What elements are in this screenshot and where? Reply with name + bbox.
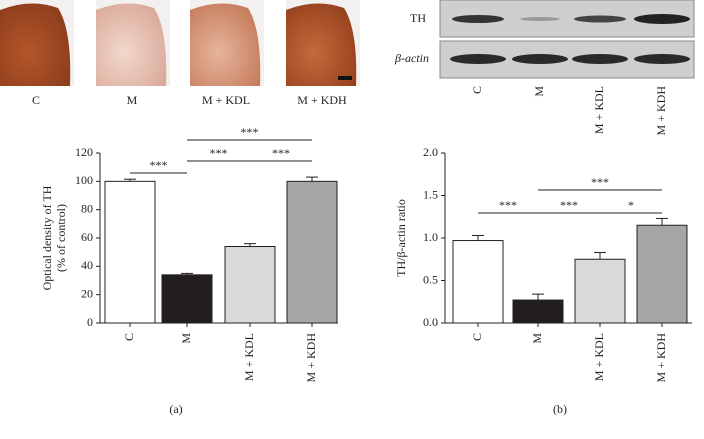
lane-label: M + KDH	[654, 86, 668, 136]
x-tick-label: M + KDH	[304, 333, 318, 383]
x-tick-label: M + KDH	[654, 333, 668, 383]
x-tick-label: M + KDL	[592, 333, 606, 381]
y-tick-label: 100	[75, 173, 93, 187]
blot-row-label: TH	[410, 11, 426, 25]
scale-bar	[338, 76, 352, 80]
y-tick-label: 60	[81, 230, 93, 244]
lane-label: C	[470, 86, 484, 94]
tissue	[190, 3, 261, 87]
y-axis-label: Optical density of TH	[40, 185, 54, 290]
bar	[286, 180, 338, 324]
x-tick-label: M	[179, 333, 193, 344]
y-axis-label: TH/β-actin ratio	[394, 199, 408, 277]
significance-label: ***	[210, 146, 228, 160]
lane-label: M + KDL	[592, 86, 606, 134]
panel-label: (b)	[553, 402, 567, 416]
image-label: M + KDL	[202, 93, 250, 107]
bar	[104, 180, 156, 324]
image-label: M + KDH	[297, 93, 347, 107]
tissue	[0, 3, 71, 87]
y-tick-label: 0.0	[423, 315, 438, 329]
y-tick-label: 120	[75, 145, 93, 159]
significance-label: *	[628, 198, 634, 212]
x-tick-label: C	[470, 333, 484, 341]
y-tick-label: 0.5	[423, 272, 438, 286]
tissue-images	[0, 0, 360, 87]
band	[512, 54, 568, 64]
lane-label: M	[532, 86, 546, 97]
tissue	[286, 3, 357, 87]
significance-label: ***	[499, 198, 517, 212]
tissue	[96, 3, 167, 87]
band	[634, 54, 690, 64]
band	[572, 54, 628, 64]
band	[520, 17, 560, 21]
panel-label: (a)	[169, 402, 182, 416]
y-tick-label: 2.0	[423, 145, 438, 159]
band	[574, 15, 626, 23]
significance-label: ***	[272, 146, 290, 160]
x-tick-label: C	[122, 333, 136, 341]
y-tick-label: 1.0	[423, 230, 438, 244]
bar	[574, 258, 626, 324]
bar	[224, 246, 276, 324]
band	[450, 54, 506, 64]
western-blot: TH β-actin	[394, 0, 695, 79]
y-tick-label: 0	[87, 315, 93, 329]
image-label: M	[127, 93, 138, 107]
band	[634, 14, 690, 24]
bar	[452, 240, 504, 324]
band	[452, 15, 504, 23]
blot-row-label: β-actin	[394, 51, 429, 65]
y-tick-label: 20	[81, 286, 93, 300]
bar	[161, 274, 213, 324]
y-tick-label: 80	[81, 201, 93, 215]
image-label: C	[32, 93, 40, 107]
bar	[512, 299, 564, 324]
x-tick-label: M	[530, 333, 544, 344]
y-tick-label: 40	[81, 258, 93, 272]
bar	[636, 224, 688, 324]
x-tick-label: M + KDL	[242, 333, 256, 381]
significance-label: ***	[560, 198, 578, 212]
y-tick-label: 1.5	[423, 187, 438, 201]
significance-label: ***	[150, 158, 168, 172]
y-axis-label: (% of control)	[54, 204, 68, 272]
significance-label: ***	[591, 175, 609, 189]
significance-label: ***	[241, 125, 259, 139]
